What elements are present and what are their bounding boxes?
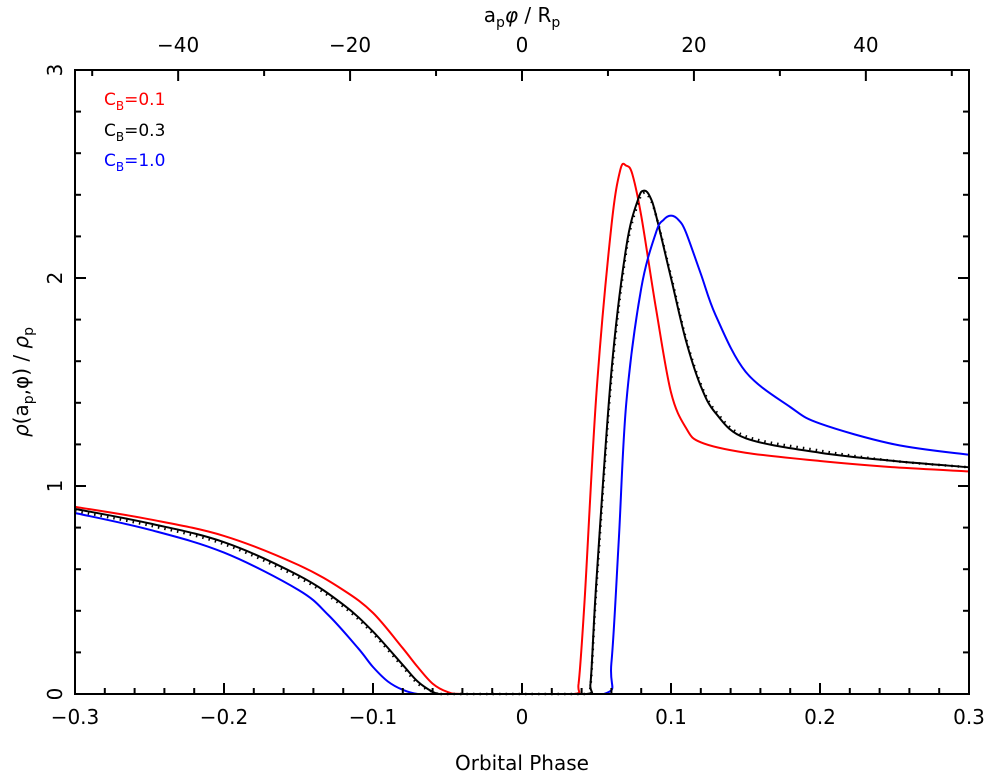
tick-labels: −0.3 −0.2 −0.1 0 0.1 0.2 0.3 −40 −20 0 20 40 0 1 2 3 [43, 33, 985, 729]
y-tick-label: 2 [43, 272, 67, 285]
y-tick-label: 1 [43, 480, 67, 493]
x-tick-label: −0.1 [349, 705, 398, 729]
series-line-c-b-1.0 [74, 214, 970, 696]
curves-layer [74, 162, 970, 696]
plot-border [74, 69, 970, 695]
series-line-c-b-0.3-dotted- [74, 191, 970, 696]
top-x-tick-label: 0 [516, 33, 529, 57]
x-tick-label: 0 [516, 705, 529, 729]
y-tick-label: 0 [43, 688, 67, 701]
top-x-tick-label: 20 [681, 33, 706, 57]
x-tick-label: 0.1 [655, 705, 687, 729]
y-tick-label: 3 [43, 64, 67, 77]
series-line-c-b-0.3 [74, 189, 970, 696]
top-x-axis-label: apφ / Rp [484, 3, 561, 31]
x-tick-label: −0.2 [200, 705, 249, 729]
series-line-c-b-0.1 [74, 162, 970, 696]
legend-item-cb-1.0: CB=1.0 [104, 151, 165, 174]
axis-ticks [74, 69, 970, 695]
x-axis-label: Orbital Phase [455, 751, 589, 774]
top-x-tick-label: −20 [329, 33, 371, 57]
top-x-tick-label: 40 [853, 33, 878, 57]
legend: CB=0.1 CB=0.3 CB=1.0 [104, 90, 165, 174]
y-axis-label: ρ(ap,φ) / ρp [9, 327, 37, 437]
legend-item-cb-0.3: CB=0.3 [104, 121, 165, 144]
legend-item-cb-0.1: CB=0.1 [104, 90, 165, 113]
x-tick-label: 0.3 [953, 705, 985, 729]
top-x-tick-label: −40 [157, 33, 199, 57]
x-tick-label: 0.2 [804, 705, 836, 729]
plot-frame [74, 69, 970, 695]
x-tick-label: −0.3 [51, 705, 100, 729]
